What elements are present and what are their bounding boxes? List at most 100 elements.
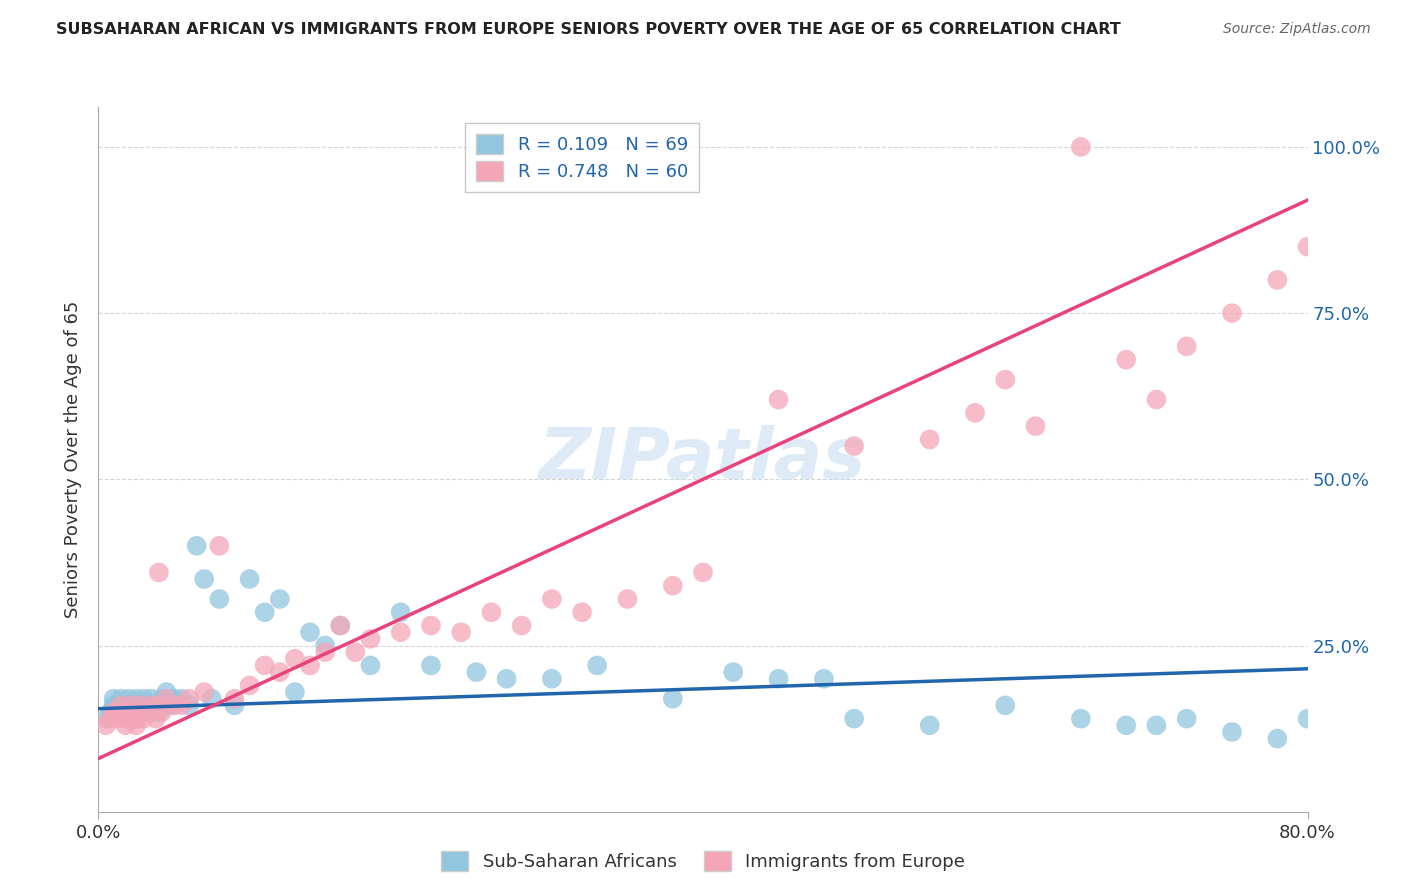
Point — [465, 665, 488, 679]
Point — [360, 658, 382, 673]
Point — [141, 691, 163, 706]
Point — [170, 691, 193, 706]
Point — [1070, 140, 1092, 154]
Point — [224, 691, 246, 706]
Point — [114, 718, 136, 732]
Point — [844, 439, 866, 453]
Point — [160, 698, 183, 713]
Point — [1024, 419, 1046, 434]
Point — [125, 712, 148, 726]
Point — [1267, 731, 1289, 746]
Point — [208, 539, 231, 553]
Point — [723, 665, 745, 679]
Point — [103, 705, 125, 719]
Point — [103, 698, 125, 713]
Point — [661, 691, 683, 706]
Point — [253, 658, 276, 673]
Point — [616, 592, 638, 607]
Point — [1070, 712, 1092, 726]
Point — [420, 658, 443, 673]
Point — [994, 373, 1017, 387]
Point — [239, 678, 262, 692]
Point — [155, 691, 177, 706]
Point — [100, 712, 122, 726]
Point — [163, 691, 186, 706]
Point — [768, 392, 790, 407]
Point — [844, 712, 866, 726]
Point — [253, 605, 276, 619]
Point — [121, 705, 143, 719]
Point — [148, 705, 170, 719]
Point — [1144, 718, 1167, 732]
Point — [1175, 339, 1198, 353]
Point — [110, 698, 132, 713]
Point — [284, 685, 307, 699]
Point — [186, 539, 208, 553]
Point — [135, 698, 157, 713]
Point — [661, 579, 683, 593]
Text: Source: ZipAtlas.com: Source: ZipAtlas.com — [1223, 22, 1371, 37]
Point — [132, 691, 155, 706]
Point — [141, 698, 163, 713]
Point — [813, 672, 835, 686]
Point — [1175, 712, 1198, 726]
Point — [125, 705, 148, 719]
Point — [586, 658, 609, 673]
Point — [1220, 725, 1243, 739]
Point — [540, 672, 562, 686]
Point — [118, 705, 141, 719]
Point — [510, 618, 533, 632]
Point — [540, 592, 562, 607]
Point — [155, 685, 177, 699]
Point — [125, 698, 148, 713]
Point — [105, 705, 128, 719]
Point — [145, 712, 167, 726]
Point — [329, 618, 352, 632]
Legend: R = 0.109   N = 69, R = 0.748   N = 60: R = 0.109 N = 69, R = 0.748 N = 60 — [465, 123, 699, 192]
Point — [299, 658, 322, 673]
Point — [1144, 392, 1167, 407]
Point — [918, 433, 941, 447]
Point — [179, 698, 201, 713]
Point — [1115, 718, 1137, 732]
Point — [450, 625, 472, 640]
Point — [135, 705, 157, 719]
Point — [121, 698, 143, 713]
Point — [148, 566, 170, 580]
Point — [103, 691, 125, 706]
Point — [201, 691, 224, 706]
Point — [360, 632, 382, 646]
Point — [918, 718, 941, 732]
Point — [1372, 698, 1395, 713]
Point — [1220, 306, 1243, 320]
Point — [481, 605, 503, 619]
Point — [239, 572, 262, 586]
Point — [208, 592, 231, 607]
Point — [1327, 712, 1350, 726]
Point — [132, 712, 155, 726]
Point — [420, 618, 443, 632]
Point — [118, 691, 141, 706]
Point — [389, 625, 412, 640]
Text: ZIPatlas: ZIPatlas — [540, 425, 866, 494]
Point — [193, 685, 215, 699]
Point — [125, 691, 148, 706]
Point — [118, 698, 141, 713]
Point — [110, 691, 132, 706]
Point — [692, 566, 714, 580]
Point — [1296, 240, 1319, 254]
Point — [344, 645, 367, 659]
Point — [125, 712, 148, 726]
Point — [768, 672, 790, 686]
Point — [389, 605, 412, 619]
Point — [314, 639, 336, 653]
Point — [129, 705, 152, 719]
Point — [141, 705, 163, 719]
Point — [314, 645, 336, 659]
Point — [163, 698, 186, 713]
Text: SUBSAHARAN AFRICAN VS IMMIGRANTS FROM EUROPE SENIORS POVERTY OVER THE AGE OF 65 : SUBSAHARAN AFRICAN VS IMMIGRANTS FROM EU… — [56, 22, 1121, 37]
Point — [1267, 273, 1289, 287]
Point — [150, 691, 173, 706]
Point — [329, 618, 352, 632]
Point — [118, 712, 141, 726]
